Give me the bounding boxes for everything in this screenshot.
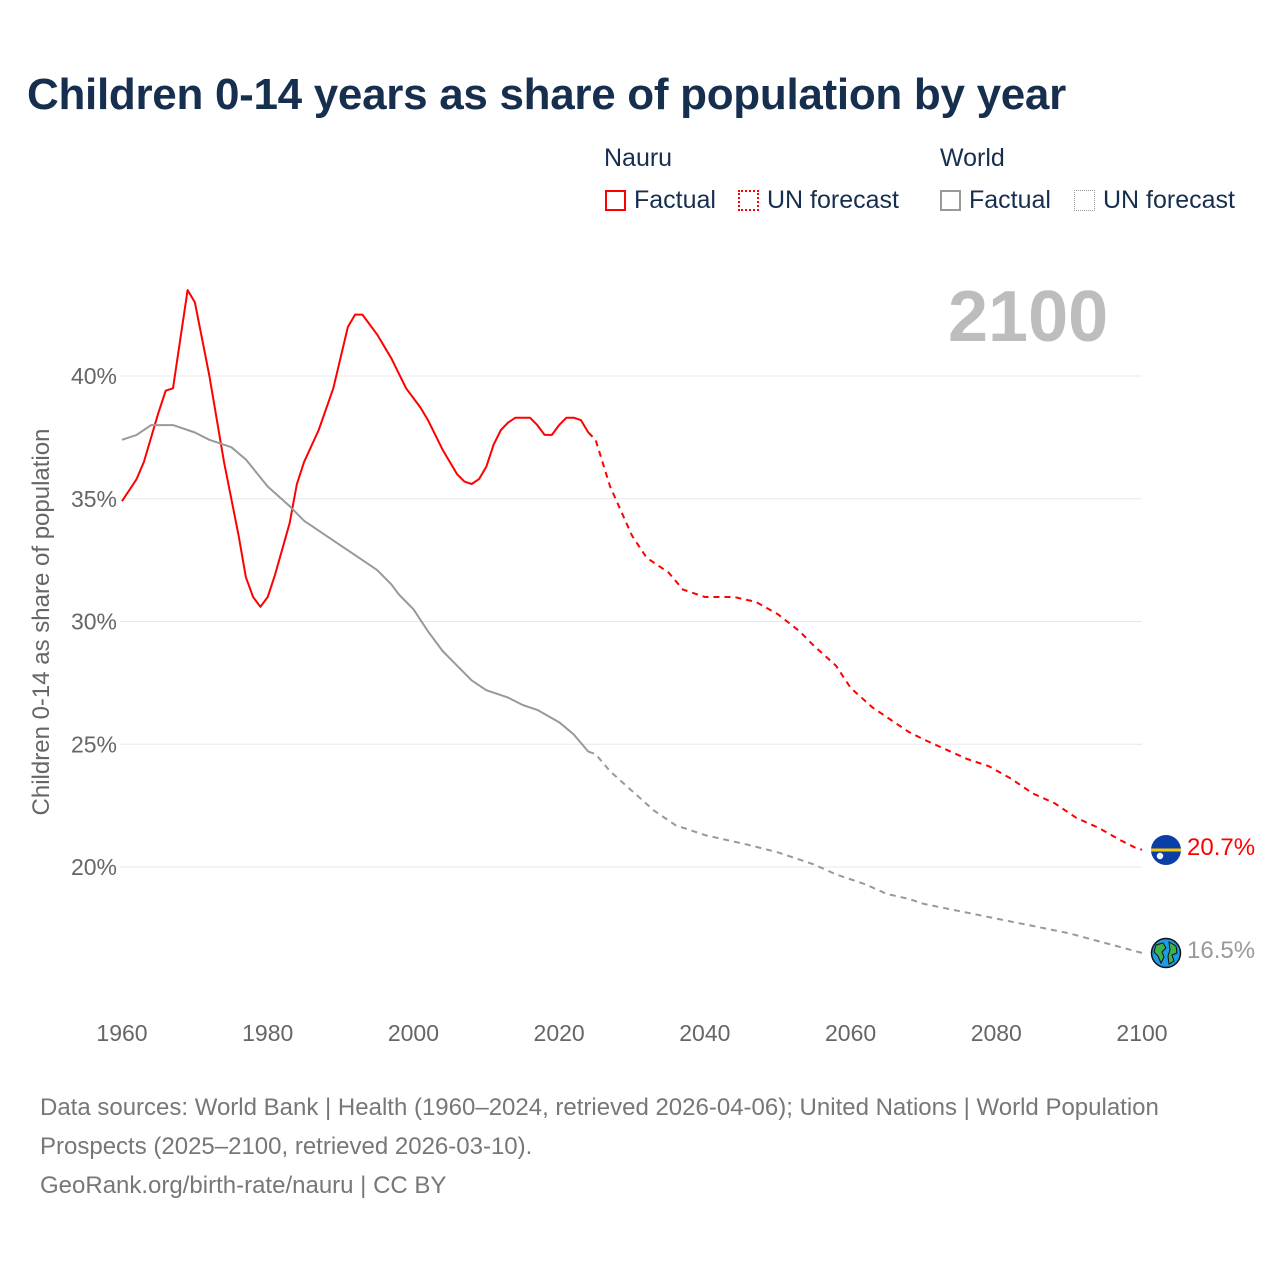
- data-sources: Data sources: World Bank | Health (1960–…: [40, 1094, 1159, 1160]
- world-end-value: 16.5%: [1187, 937, 1256, 964]
- solid-swatch-icon: [605, 190, 626, 211]
- globe-icon: [1150, 937, 1182, 969]
- x-tick-label: 1960: [96, 1020, 147, 1046]
- legend-label: Factual: [634, 186, 716, 214]
- nauru-flag-icon: [1151, 835, 1181, 865]
- legend-label: UN forecast: [767, 186, 899, 214]
- chart-title: Children 0-14 years as share of populati…: [27, 70, 1066, 119]
- legend-world-forecast[interactable]: UN forecast: [1074, 186, 1235, 215]
- x-tick-label: 2020: [534, 1020, 585, 1046]
- x-tick-label: 2080: [971, 1020, 1022, 1046]
- dotted-swatch-icon: [738, 190, 759, 211]
- nauru-forecast-line: [587, 431, 1143, 851]
- y-tick-label: 40%: [71, 363, 117, 389]
- world-forecast-line: [587, 750, 1143, 954]
- y-tick-label: 20%: [71, 854, 117, 880]
- legend-label: UN forecast: [1103, 186, 1235, 214]
- year-display: 2100: [948, 277, 1109, 357]
- legend-nauru-forecast[interactable]: UN forecast: [738, 186, 899, 215]
- legend-world-factual[interactable]: Factual: [940, 186, 1051, 215]
- legend-group-world: World: [940, 144, 1005, 172]
- y-tick-label: 30%: [71, 609, 117, 635]
- legend-nauru-factual[interactable]: Factual: [605, 186, 716, 215]
- nauru-factual-line: [121, 289, 590, 608]
- world-factual-line: [121, 424, 590, 753]
- x-tick-label: 1980: [242, 1020, 293, 1046]
- x-tick-label: 2060: [825, 1020, 876, 1046]
- dotted-swatch-icon: [1074, 190, 1095, 211]
- solid-swatch-icon: [940, 190, 961, 211]
- nauru-end-value: 20.7%: [1187, 834, 1256, 861]
- legend-group-nauru: Nauru: [604, 144, 673, 172]
- x-tick-label: 2000: [388, 1020, 439, 1046]
- legend-label: Factual: [969, 186, 1051, 214]
- source-link[interactable]: GeoRank.org/birth-rate/nauru | CC BY: [40, 1172, 447, 1199]
- y-tick-label: 25%: [71, 731, 117, 757]
- y-tick-label: 35%: [71, 486, 117, 512]
- footer: Data sources: World Bank | Health (1960–…: [40, 1088, 1160, 1205]
- x-tick-label: 2100: [1116, 1020, 1167, 1046]
- x-tick-label: 2040: [679, 1020, 730, 1046]
